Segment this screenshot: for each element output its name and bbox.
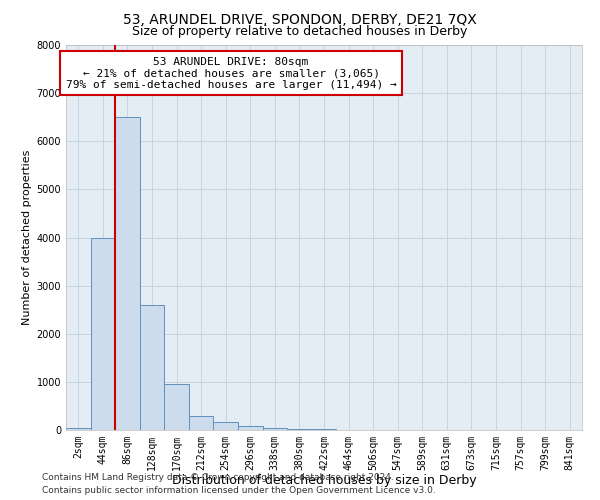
Bar <box>189 416 214 430</box>
Text: 53, ARUNDEL DRIVE, SPONDON, DERBY, DE21 7QX: 53, ARUNDEL DRIVE, SPONDON, DERBY, DE21 … <box>123 12 477 26</box>
Bar <box>91 238 115 430</box>
X-axis label: Distribution of detached houses by size in Derby: Distribution of detached houses by size … <box>172 474 476 488</box>
Text: Contains public sector information licensed under the Open Government Licence v3: Contains public sector information licen… <box>42 486 436 495</box>
Bar <box>115 117 140 430</box>
Text: Contains HM Land Registry data © Crown copyright and database right 2024.: Contains HM Land Registry data © Crown c… <box>42 474 394 482</box>
Bar <box>214 422 238 430</box>
Bar <box>287 429 312 430</box>
Bar <box>238 426 263 430</box>
Text: Size of property relative to detached houses in Derby: Size of property relative to detached ho… <box>133 25 467 38</box>
Bar <box>66 428 91 430</box>
Bar <box>263 428 287 430</box>
Y-axis label: Number of detached properties: Number of detached properties <box>22 150 32 325</box>
Bar <box>164 384 189 430</box>
Bar <box>140 305 164 430</box>
Text: 53 ARUNDEL DRIVE: 80sqm
← 21% of detached houses are smaller (3,065)
79% of semi: 53 ARUNDEL DRIVE: 80sqm ← 21% of detache… <box>66 56 397 90</box>
